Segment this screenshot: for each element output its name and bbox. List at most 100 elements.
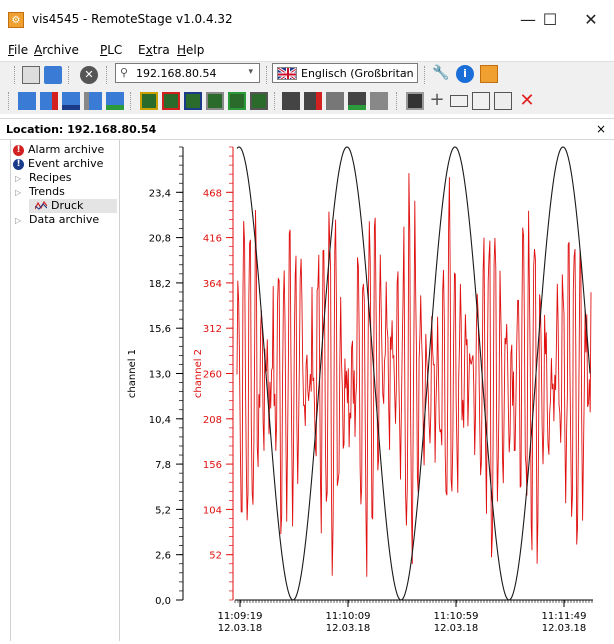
menu-file[interactable]: File [8, 43, 29, 57]
y1-tick-label: 7,8 [155, 460, 171, 471]
y1-tick-label: 0,0 [155, 596, 171, 607]
clipboard-icon[interactable] [22, 66, 40, 84]
open-archive-icon[interactable] [18, 92, 36, 110]
add-icon[interactable]: + [429, 89, 445, 110]
x-tick-date-label: 12.03.18 [326, 623, 371, 634]
tree-item-recipes[interactable]: ▷ Recipes [11, 171, 72, 185]
y2-tick-label: 364 [203, 279, 222, 290]
toolbar-separator [130, 92, 132, 110]
x-tick-date-label: 12.03.18 [542, 623, 587, 634]
toolbar-separator [68, 66, 70, 84]
y2-tick-label: 468 [203, 188, 222, 199]
save-print-icon[interactable] [370, 92, 388, 110]
menu-bar: File Archive PLC Extra Help [0, 40, 614, 60]
tree-item-label: Druck [51, 199, 84, 212]
copy-icon[interactable] [472, 92, 490, 110]
x-tick-time-label: 11:09:19 [218, 611, 263, 622]
y1-tick-label: 2,6 [155, 551, 171, 562]
save-icon[interactable] [282, 92, 300, 110]
series-channel-2-line [236, 173, 592, 577]
language-value: Englisch (Großbritan [301, 67, 414, 80]
tree-item-data-archive[interactable]: ▷ Data archive [11, 213, 99, 227]
table-blue-icon[interactable] [206, 92, 224, 110]
import-archive-icon[interactable] [84, 92, 102, 110]
menu-help[interactable]: Help [177, 43, 205, 57]
table-green-icon[interactable] [184, 92, 202, 110]
toolbar-separator [396, 92, 398, 110]
y1-tick-label: 23,4 [149, 188, 171, 199]
collapse-arrow-icon[interactable]: ▷ [15, 188, 22, 197]
toolbar-separator [266, 66, 268, 84]
menu-archive[interactable]: Archive [34, 43, 79, 57]
y2-tick-label: 312 [203, 324, 222, 335]
address-value: 192.168.80.54 [136, 67, 217, 80]
y1-tick-label: 5,2 [155, 505, 171, 516]
folder-open-icon[interactable] [44, 66, 62, 84]
paste-icon[interactable] [494, 92, 512, 110]
delete-archive-icon[interactable] [40, 92, 58, 110]
trend-chart-icon [34, 200, 48, 211]
toolbar-separator [106, 66, 108, 84]
toolbar-separator [8, 92, 10, 110]
chevron-down-icon[interactable]: ⌵ [404, 67, 411, 77]
close-icon[interactable]: × [595, 122, 606, 136]
table-red-icon[interactable] [162, 92, 180, 110]
app-logo-icon: ⚙ [8, 12, 24, 28]
minimize-button[interactable]: — [520, 10, 536, 29]
tree-item-druck[interactable]: Druck [29, 199, 117, 213]
maximize-button[interactable]: ☐ [542, 10, 558, 29]
save-red-icon[interactable] [304, 92, 322, 110]
y2-axis-label: channel 2 [193, 349, 204, 398]
menu-plc[interactable]: PLC [100, 43, 123, 57]
y2-tick-label: 416 [203, 234, 222, 245]
x-tick-date-label: 12.03.18 [218, 623, 263, 634]
tree-item-alarm-archive[interactable]: ! Alarm archive [13, 143, 104, 157]
y1-axis-label: channel 1 [127, 349, 138, 398]
tree-item-label: Event archive [28, 157, 104, 170]
info-icon[interactable]: i [456, 65, 474, 83]
expand-arrow-icon[interactable]: ▷ [15, 174, 22, 183]
x-tick-time-label: 11:10:09 [326, 611, 371, 622]
close-button[interactable]: ✕ [584, 10, 598, 29]
convert-archive-icon[interactable] [106, 92, 124, 110]
remotestage-icon[interactable] [480, 65, 498, 83]
tools-icon[interactable]: 🔧 [432, 65, 450, 81]
floppy-icon[interactable] [406, 92, 424, 110]
y1-tick-label: 18,2 [149, 279, 171, 290]
language-combobox[interactable]: Englisch (Großbritan ⌵ [272, 63, 418, 83]
table-print-icon[interactable] [250, 92, 268, 110]
tree-item-label: Trends [29, 185, 65, 198]
export-archive-icon[interactable] [62, 92, 80, 110]
search-icon: ⚲ [120, 66, 129, 79]
y2-tick-label: 260 [203, 370, 222, 381]
location-label: Location: 192.168.80.54 [6, 123, 157, 136]
y1-tick-label: 20,8 [149, 234, 171, 245]
y2-tick-label: 156 [203, 460, 222, 471]
disconnect-icon[interactable]: ✕ [80, 66, 98, 84]
address-combobox[interactable]: ⚲ 192.168.80.54 ▾ [115, 63, 260, 83]
expand-arrow-icon[interactable]: ▷ [15, 216, 22, 225]
tree-item-event-archive[interactable]: ! Event archive [13, 157, 103, 171]
event-icon: ! [13, 158, 24, 170]
x-tick-time-label: 11:10:59 [434, 611, 479, 622]
y2-tick-label: 104 [203, 505, 222, 516]
table-icon[interactable] [140, 92, 158, 110]
archive-tree: ! Alarm archive ! Event archive ▷ Recipes ▷… [10, 140, 120, 641]
save-all-icon[interactable] [326, 92, 344, 110]
y2-tick-label: 208 [203, 415, 222, 426]
uk-flag-icon [277, 67, 297, 80]
tree-item-label: Alarm archive [28, 143, 105, 156]
save-green-icon[interactable] [348, 92, 366, 110]
alarm-icon: ! [13, 144, 24, 156]
table-export-icon[interactable] [228, 92, 246, 110]
dropdown-caret-icon[interactable]: ▾ [248, 67, 253, 77]
title-bar: ⚙ vis4545 - RemoteStage v1.0.4.32 — ☐ ✕ [0, 0, 614, 40]
trend-chart[interactable]: 0,0 2,6 5,2 7,8 10,4 13,0 15,6 18,2 20,8 23,4 chan… [121, 140, 614, 641]
menu-extra[interactable]: Extra [138, 43, 170, 57]
window-icon[interactable] [450, 95, 468, 107]
toolbar-separator [274, 92, 276, 110]
toolbar-archive: + ✕ [0, 88, 614, 114]
delete-icon[interactable]: ✕ [519, 90, 535, 111]
x-tick-time-label: 11:11:49 [542, 611, 587, 622]
tree-item-trends[interactable]: ▷ Trends [11, 185, 65, 199]
